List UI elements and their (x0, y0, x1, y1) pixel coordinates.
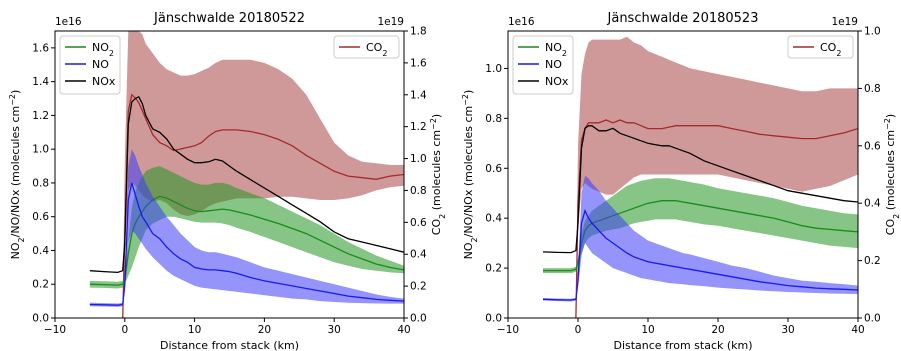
legend-label-co2: CO2 (820, 41, 841, 58)
y-left-tick-label: 0.0 (32, 313, 49, 325)
chart-title: Jänschwalde 20180523 (607, 11, 759, 26)
legend-label-co2: CO2 (366, 41, 387, 58)
no2-band (543, 178, 858, 274)
x-tick-label: 0 (575, 324, 582, 336)
legend-label-nox: NOx (545, 75, 569, 88)
no2-line (89, 195, 404, 286)
no-band (543, 175, 858, 302)
y-right-tick-label: 0.0 (864, 313, 881, 325)
y-left-axis-label: NO2/NO/NOx (molecules cm−2) (8, 90, 26, 260)
no2-band (89, 166, 404, 289)
y-right-tick-label: 1.4 (410, 89, 427, 101)
y-left-tick-label: 0.0 (485, 313, 502, 325)
y-right-tick-label: 1.2 (410, 121, 427, 133)
y-left-tick-label: 1.0 (32, 144, 49, 156)
no-line (542, 208, 858, 301)
legend-box (512, 35, 574, 95)
y-right-tick-label: 0.0 (410, 313, 427, 325)
y-right-tick-label: 0.2 (864, 255, 881, 267)
legend-right: CO2 (333, 35, 400, 59)
y-right-tick-label: 1.0 (864, 26, 881, 38)
legend-label-nox: NOx (92, 75, 116, 88)
axes-frame (54, 30, 405, 319)
legend-box (333, 35, 400, 59)
x-tick-label: 10 (641, 324, 654, 336)
x-tick-label: −10 (44, 324, 66, 336)
y-right-tick-label: 0.4 (410, 249, 427, 261)
right-multiplier: 1e19 (831, 16, 858, 28)
legend-label-no: NO (545, 58, 562, 71)
y-left-tick-label: 0.4 (485, 213, 502, 225)
x-axis-label: Distance from stack (km) (160, 339, 299, 351)
y-right-tick-label: 0.6 (410, 217, 427, 229)
y-left-tick-label: 0.8 (485, 113, 502, 125)
x-tick-label: 40 (851, 324, 864, 336)
chart-title: Jänschwalde 20180522 (153, 11, 305, 26)
y-right-axis-label: CO2 (molecules cm−2) (429, 114, 447, 235)
co2-line (575, 119, 858, 318)
y-left-tick-label: 1.0 (485, 63, 502, 75)
y-left-tick-label: 1.4 (32, 76, 49, 88)
y-left-tick-label: 0.6 (485, 163, 502, 175)
plot-area (89, 31, 404, 318)
y-left-tick-label: 1.2 (32, 110, 49, 122)
legend-box (59, 35, 121, 95)
y-right-axis-label: CO2 (molecules cm−2) (883, 114, 901, 235)
y-left-tick-label: 0.2 (32, 279, 49, 291)
chart-panel-2: −10 0 10 20 30 400.00.20.40.60.81.00.00.20.40… (461, 11, 901, 351)
x-tick-label: 40 (397, 324, 410, 336)
plot-area (542, 36, 858, 318)
co2-line (122, 93, 404, 318)
nox-line (542, 125, 858, 254)
x-tick-label: 0 (121, 324, 128, 336)
y-right-tick-label: 0.8 (864, 83, 881, 95)
legend-label-no2: NO2 (545, 41, 567, 58)
co2-band (122, 31, 404, 318)
axes-frame (507, 30, 859, 319)
y-right-tick-label: 1.8 (410, 26, 427, 38)
legend-right: CO2 (787, 35, 854, 59)
x-axis-label: Distance from stack (km) (613, 339, 752, 351)
y-left-tick-label: 0.8 (32, 177, 49, 189)
y-right-tick-label: 0.6 (864, 140, 881, 152)
co2-band (575, 36, 858, 318)
legend-box (787, 35, 854, 59)
x-tick-label: 10 (188, 324, 201, 336)
y-right-tick-label: 1.6 (410, 57, 427, 69)
y-right-tick-label: 1.0 (410, 153, 427, 165)
y-right-tick-label: 0.2 (410, 281, 427, 293)
y-left-tick-label: 0.4 (32, 245, 49, 257)
x-tick-label: 20 (711, 324, 724, 336)
x-tick-label: −10 (497, 324, 519, 336)
right-multiplier: 1e19 (377, 16, 404, 28)
left-multiplier: 1e16 (508, 16, 535, 28)
nox-line (89, 95, 404, 274)
x-tick-label: 30 (328, 324, 341, 336)
no-line (89, 182, 404, 306)
x-tick-label: 20 (258, 324, 271, 336)
y-left-tick-label: 1.6 (32, 42, 49, 54)
y-right-tick-label: 0.8 (410, 185, 427, 197)
x-tick-label: 30 (781, 324, 794, 336)
left-multiplier: 1e16 (55, 16, 82, 28)
legend-label-no2: NO2 (92, 41, 114, 58)
legend-label-no: NO (92, 58, 109, 71)
no-band (89, 149, 404, 307)
y-left-tick-label: 0.2 (485, 263, 502, 275)
y-right-tick-label: 0.4 (864, 198, 881, 210)
y-left-tick-label: 0.6 (32, 211, 49, 223)
y-left-axis-label: NO2/NO/NOx (molecules cm−2) (461, 90, 479, 260)
chart-panel-1: −10 0 10 20 30 400.00.20.40.60.81.01.21.41.60… (8, 11, 447, 351)
